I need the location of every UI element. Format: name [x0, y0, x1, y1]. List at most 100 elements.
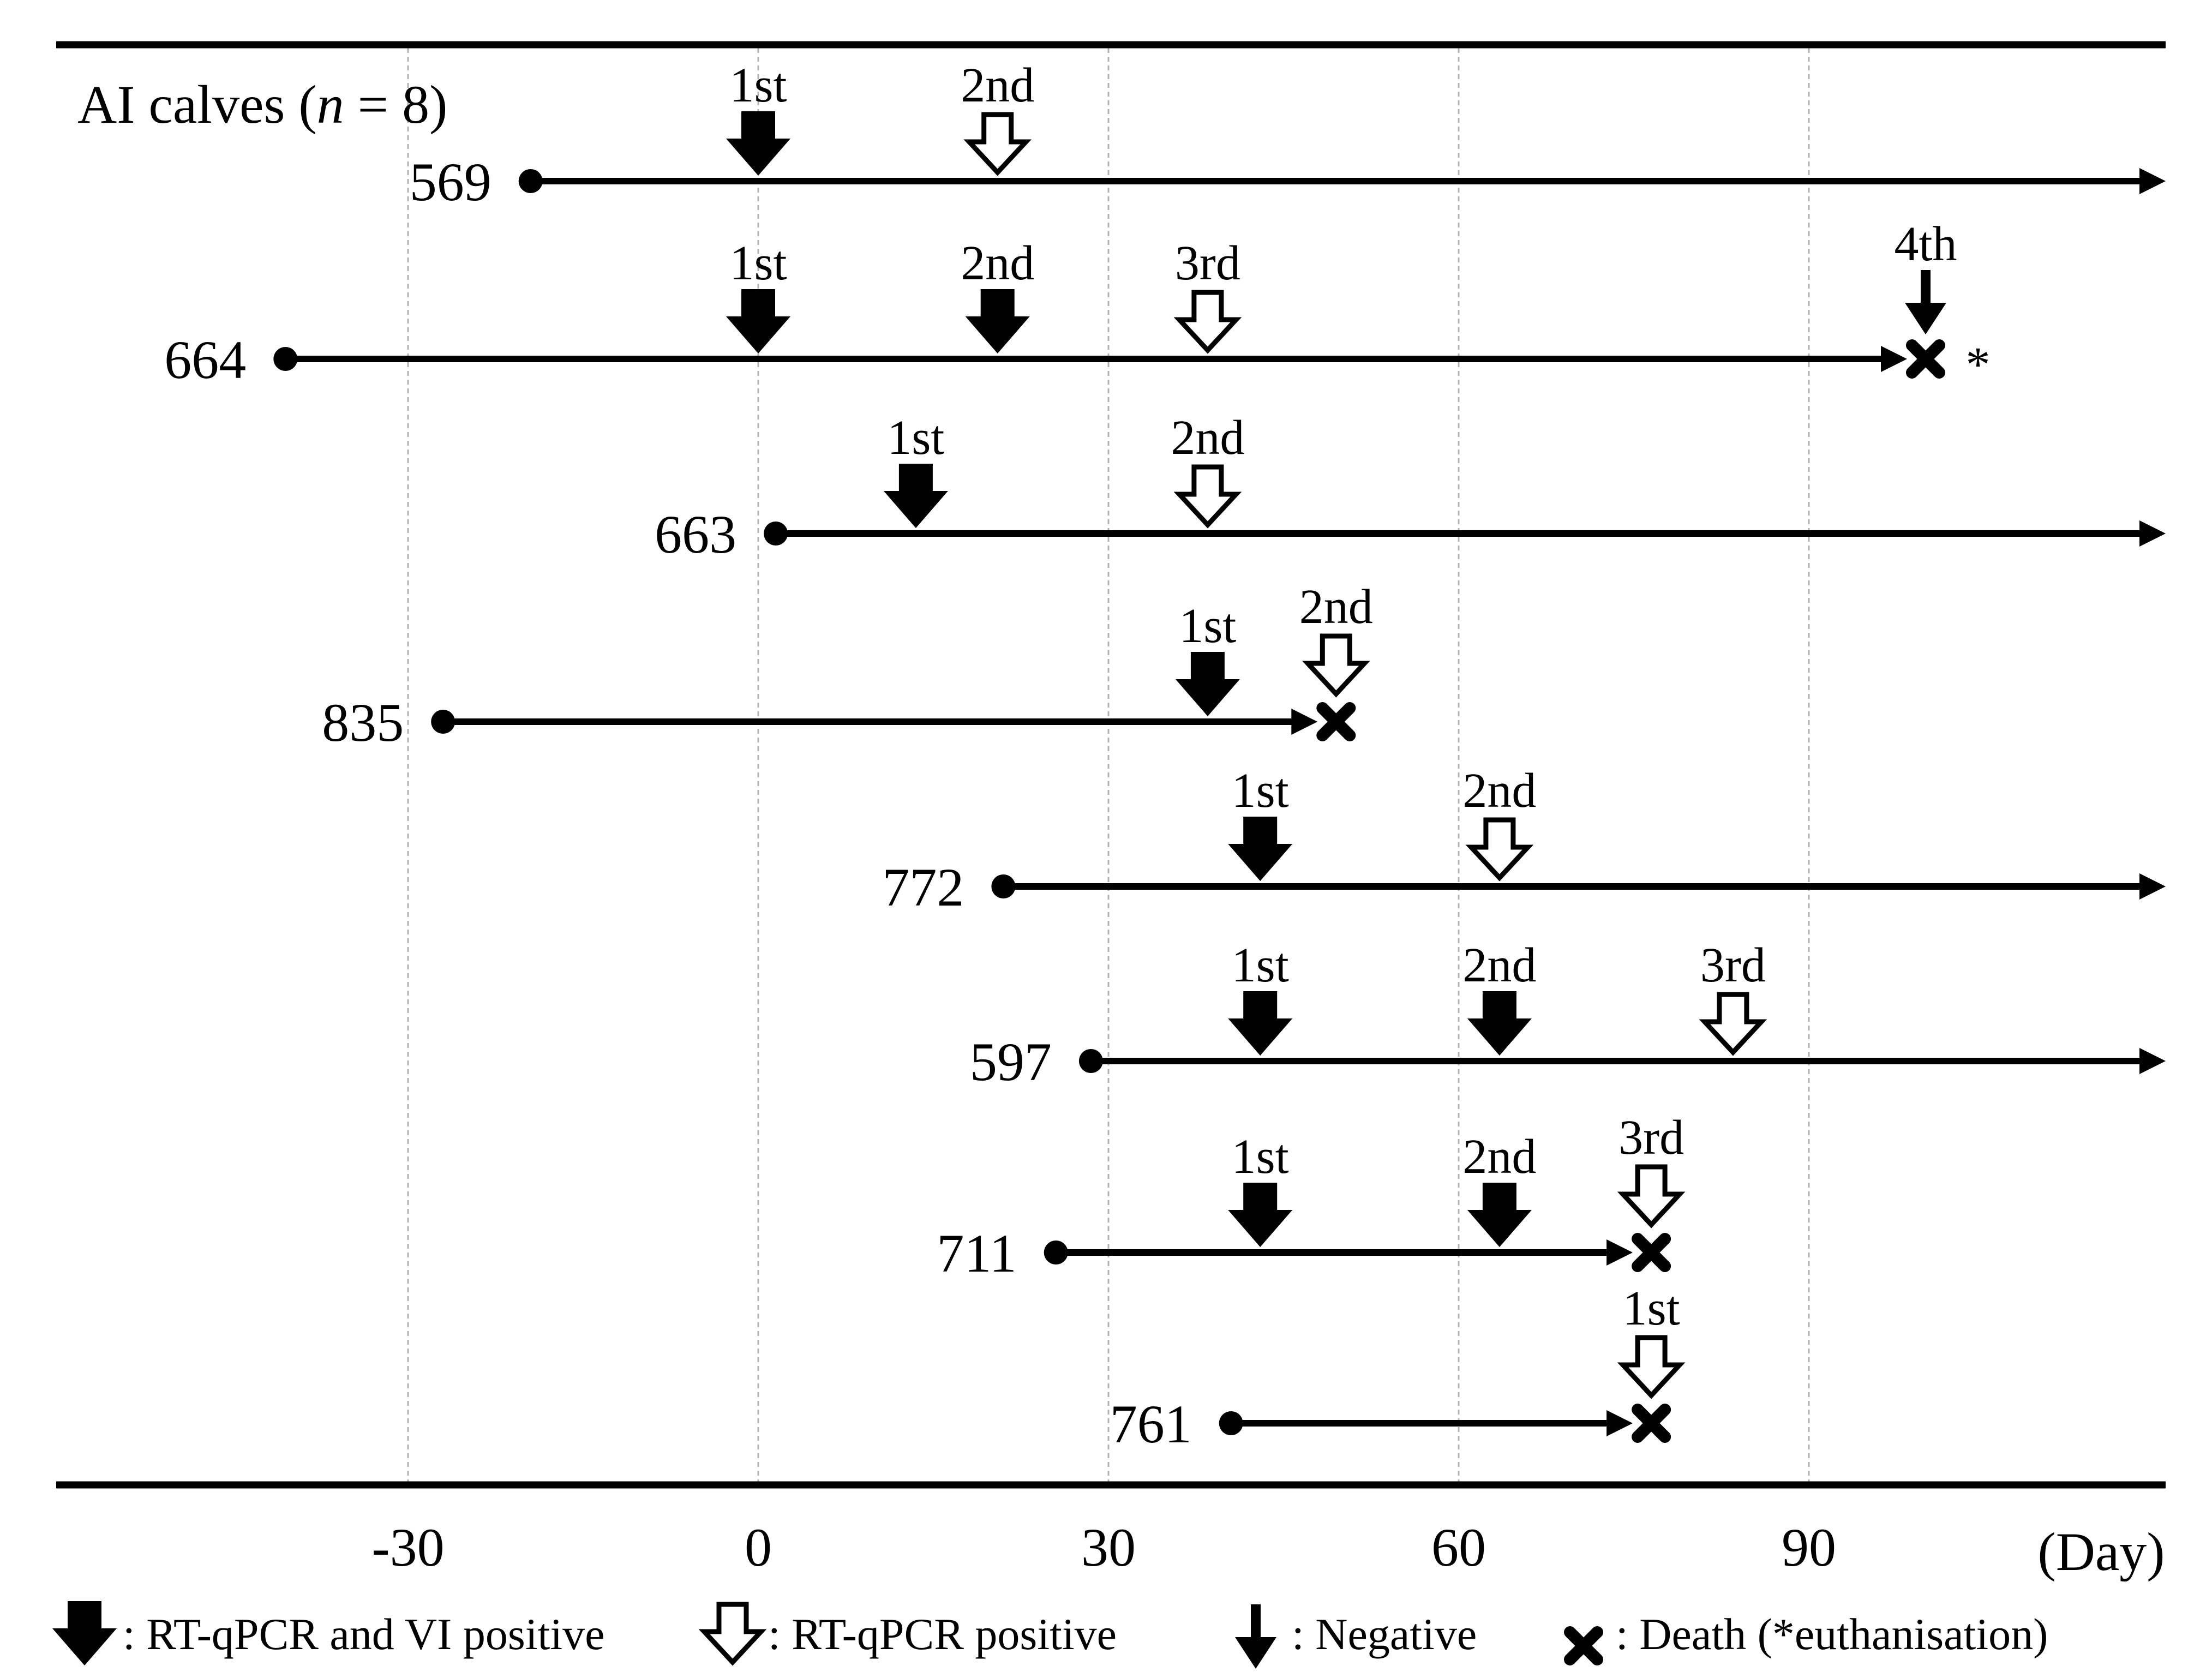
x-tick-label: 60	[1431, 1517, 1486, 1578]
death-marker	[1316, 702, 1356, 741]
legend-item-death: : Death (*euthanisation)	[1564, 1609, 2048, 1665]
legend-death-icon-stroke-b	[1564, 1626, 1603, 1665]
event-3rd-pcr_positive: 3rd	[1699, 938, 1767, 1056]
calf-id-label: 761	[1110, 1394, 1192, 1454]
calf-id-label: 772	[882, 857, 964, 918]
x-tick-label: 90	[1782, 1517, 1836, 1578]
calf-id-label: 664	[164, 329, 246, 390]
rt-qpcr-vi-positive-arrow-icon	[965, 289, 1030, 353]
rt-qpcr-vi-positive-arrow-icon	[1228, 991, 1293, 1056]
calf-id-label: 569	[410, 152, 491, 212]
rt-qpcr-positive-arrow-icon	[963, 112, 1032, 176]
event-1st-pcr_positive: 1st	[1617, 1281, 1686, 1399]
event-2nd-vi_positive: 2nd	[961, 236, 1034, 353]
event-1st-vi_positive: 1st	[726, 58, 790, 176]
legend: : RT-qPCR and VI positive : RT-qPCR posit…	[52, 1601, 2048, 1669]
event-label: 2nd	[1462, 1130, 1536, 1184]
event-label: 1st	[729, 58, 787, 112]
rt-qpcr-vi-positive-arrow-icon	[883, 464, 948, 528]
rt-qpcr-vi-positive-arrow-icon	[1467, 991, 1532, 1056]
timeline-arrowhead	[2139, 520, 2166, 547]
rt-qpcr-vi-positive-arrow-icon	[1175, 652, 1240, 716]
timeline-arrowhead	[1606, 1239, 1633, 1266]
timeline-arrowhead	[2139, 873, 2166, 900]
calf-row-711: 711 1st 2nd 3rd	[937, 1111, 1686, 1284]
event-label: 1st	[887, 411, 944, 465]
event-2nd-pcr_positive: 2nd	[1299, 580, 1373, 698]
death-marker-stroke-b	[1632, 1404, 1671, 1443]
rt-qpcr-positive-arrow-icon	[1173, 290, 1242, 354]
event-2nd-vi_positive: 2nd	[1462, 938, 1536, 1056]
event-2nd-vi_positive: 2nd	[1462, 1130, 1536, 1247]
legend-item-pcr_positive: : RT-qPCR positive	[698, 1602, 1117, 1666]
event-label: 3rd	[1175, 236, 1240, 290]
legend-pcr-positive-arrow-icon	[698, 1602, 767, 1666]
event-1st-vi_positive: 1st	[1228, 938, 1293, 1056]
timeline-arrowhead	[1606, 1410, 1633, 1436]
rt-qpcr-positive-arrow-icon	[1699, 992, 1767, 1056]
death-marker	[1906, 339, 1945, 379]
death-marker-stroke-b	[1906, 339, 1945, 379]
death-marker-stroke-b	[1632, 1233, 1671, 1272]
rt-qpcr-vi-positive-arrow-icon	[726, 289, 790, 353]
event-1st-vi_positive: 1st	[1228, 1130, 1293, 1247]
legend-label: : Death (*euthanisation)	[1616, 1609, 2048, 1659]
legend-item-negative: : Negative	[1235, 1604, 1477, 1669]
death-marker	[1632, 1233, 1671, 1272]
x-tick-labels: -30 0 30 60 90	[371, 1517, 1836, 1578]
legend-label: : RT-qPCR and VI positive	[123, 1609, 605, 1659]
timeline-arrowhead	[1291, 709, 1318, 735]
timeline-arrowhead	[1881, 346, 1907, 372]
legend-death-icon	[1564, 1626, 1603, 1665]
rt-qpcr-vi-positive-arrow-icon	[1228, 1183, 1293, 1247]
event-label: 1st	[1232, 764, 1289, 818]
chart-title: AI calves (n = 8)	[77, 74, 447, 135]
rt-qpcr-vi-positive-arrow-icon	[1467, 1183, 1532, 1247]
event-1st-vi_positive: 1st	[726, 236, 790, 353]
event-label: 3rd	[1618, 1111, 1684, 1165]
event-1st-vi_positive: 1st	[1175, 599, 1240, 716]
event-2nd-pcr_positive: 2nd	[1462, 764, 1536, 882]
x-tick-label: 30	[1081, 1517, 1136, 1578]
event-3rd-pcr_positive: 3rd	[1617, 1111, 1686, 1228]
calf-id-label: 835	[322, 692, 404, 753]
event-label: 2nd	[1462, 938, 1536, 992]
euthanasia-asterisk: *	[1966, 338, 1991, 392]
event-1st-vi_positive: 1st	[883, 411, 948, 528]
event-label: 2nd	[1462, 764, 1536, 818]
event-label: 2nd	[1299, 580, 1373, 634]
event-2nd-pcr_positive: 2nd	[961, 58, 1034, 176]
calf-row-772: 772 1st 2nd	[882, 764, 2166, 918]
calf-id-label: 597	[970, 1032, 1052, 1092]
rt-qpcr-positive-arrow-icon	[1173, 464, 1242, 529]
gridlines	[407, 48, 1810, 1482]
event-label: 1st	[1623, 1281, 1680, 1335]
event-label: 2nd	[961, 58, 1034, 112]
legend-negative-arrow-icon	[1235, 1604, 1276, 1669]
event-label: 1st	[729, 236, 787, 290]
event-label: 1st	[1179, 599, 1236, 653]
calf-row-597: 597 1st 2nd 3rd	[970, 938, 2166, 1092]
legend-label: : Negative	[1292, 1609, 1477, 1659]
event-label: 1st	[1232, 1130, 1289, 1184]
calf-id-label: 663	[655, 504, 736, 565]
rt-qpcr-vi-positive-arrow-icon	[726, 111, 790, 176]
death-marker-stroke-b	[1316, 702, 1356, 741]
calf-row-569: 569 1st 2nd	[410, 58, 2166, 212]
legend-vi-positive-arrow-icon	[52, 1601, 117, 1665]
legend-item-vi_positive: : RT-qPCR and VI positive	[52, 1601, 605, 1665]
x-tick-label: -30	[371, 1517, 444, 1578]
event-3rd-pcr_positive: 3rd	[1173, 236, 1242, 354]
event-label: 4th	[1894, 217, 1957, 271]
timeline-arrowhead	[2139, 1048, 2166, 1074]
calf-id-label: 711	[937, 1223, 1016, 1284]
calf-row-663: 663 1st 2nd	[655, 411, 2166, 565]
legend-label: : RT-qPCR positive	[768, 1609, 1117, 1659]
event-1st-vi_positive: 1st	[1228, 764, 1293, 881]
event-label: 2nd	[1171, 411, 1244, 465]
event-label: 2nd	[961, 236, 1034, 290]
calf-timelines: 569 1st 2nd 664 * 1st 2nd 3rd 4th 663 1st 2nd 835 1st…	[164, 58, 2166, 1454]
rt-qpcr-positive-arrow-icon	[1302, 633, 1370, 698]
calf-row-664: 664 * 1st 2nd 3rd 4th	[164, 217, 1990, 392]
